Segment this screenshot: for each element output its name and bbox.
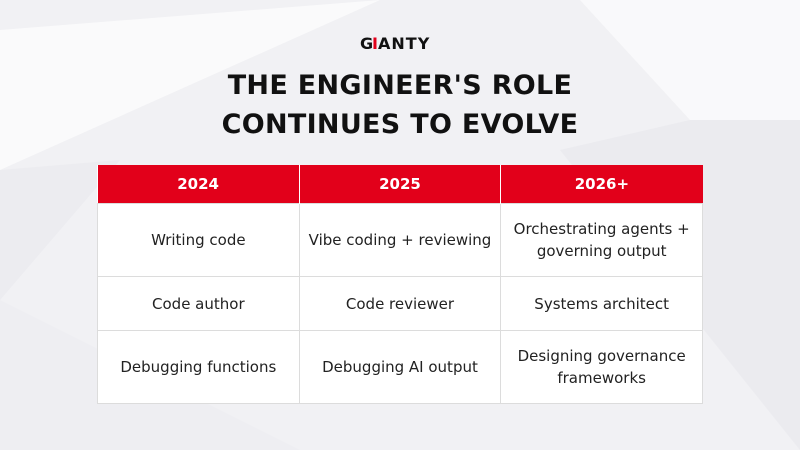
table-cell: Code author <box>97 276 300 331</box>
table-cell: Debugging functions <box>97 330 300 404</box>
header-2026-plus: 2026+ <box>500 165 703 204</box>
title-line-2: CONTINUES TO EVOLVE <box>221 109 579 140</box>
table-cell: Designing governance frameworks <box>500 330 703 404</box>
table-row: Writing code Vibe coding + reviewing Orc… <box>97 203 703 277</box>
svg-text:I: I <box>372 34 379 52</box>
table-header-row: 2024 2025 2026+ <box>97 165 703 204</box>
table-cell: Vibe coding + reviewing <box>298 203 502 277</box>
table-cell: Orchestrating agents + governing output <box>500 203 703 277</box>
svg-text:G: G <box>360 34 374 52</box>
table-row: Debugging functions Debugging AI output … <box>97 330 703 404</box>
table-row: Code author Code reviewer Systems archit… <box>97 276 703 331</box>
table-cell: Writing code <box>97 203 300 277</box>
title-line-1: THE ENGINEER'S ROLE <box>227 70 573 101</box>
page-title: THE ENGINEER'S ROLE CONTINUES TO EVOLVE <box>0 66 800 144</box>
header-2025: 2025 <box>298 165 501 204</box>
brand-logo: G I ANTY <box>0 34 800 57</box>
table-cell: Code reviewer <box>298 276 502 331</box>
header-2024: 2024 <box>97 165 300 204</box>
gianty-logo-mark: G I ANTY <box>360 34 430 52</box>
table-cell: Debugging AI output <box>298 330 502 404</box>
table-cell: Systems architect <box>500 276 703 331</box>
svg-text:ANTY: ANTY <box>378 34 430 52</box>
role-evolution-table: 2024 2025 2026+ Writing code Vibe coding… <box>97 165 703 404</box>
